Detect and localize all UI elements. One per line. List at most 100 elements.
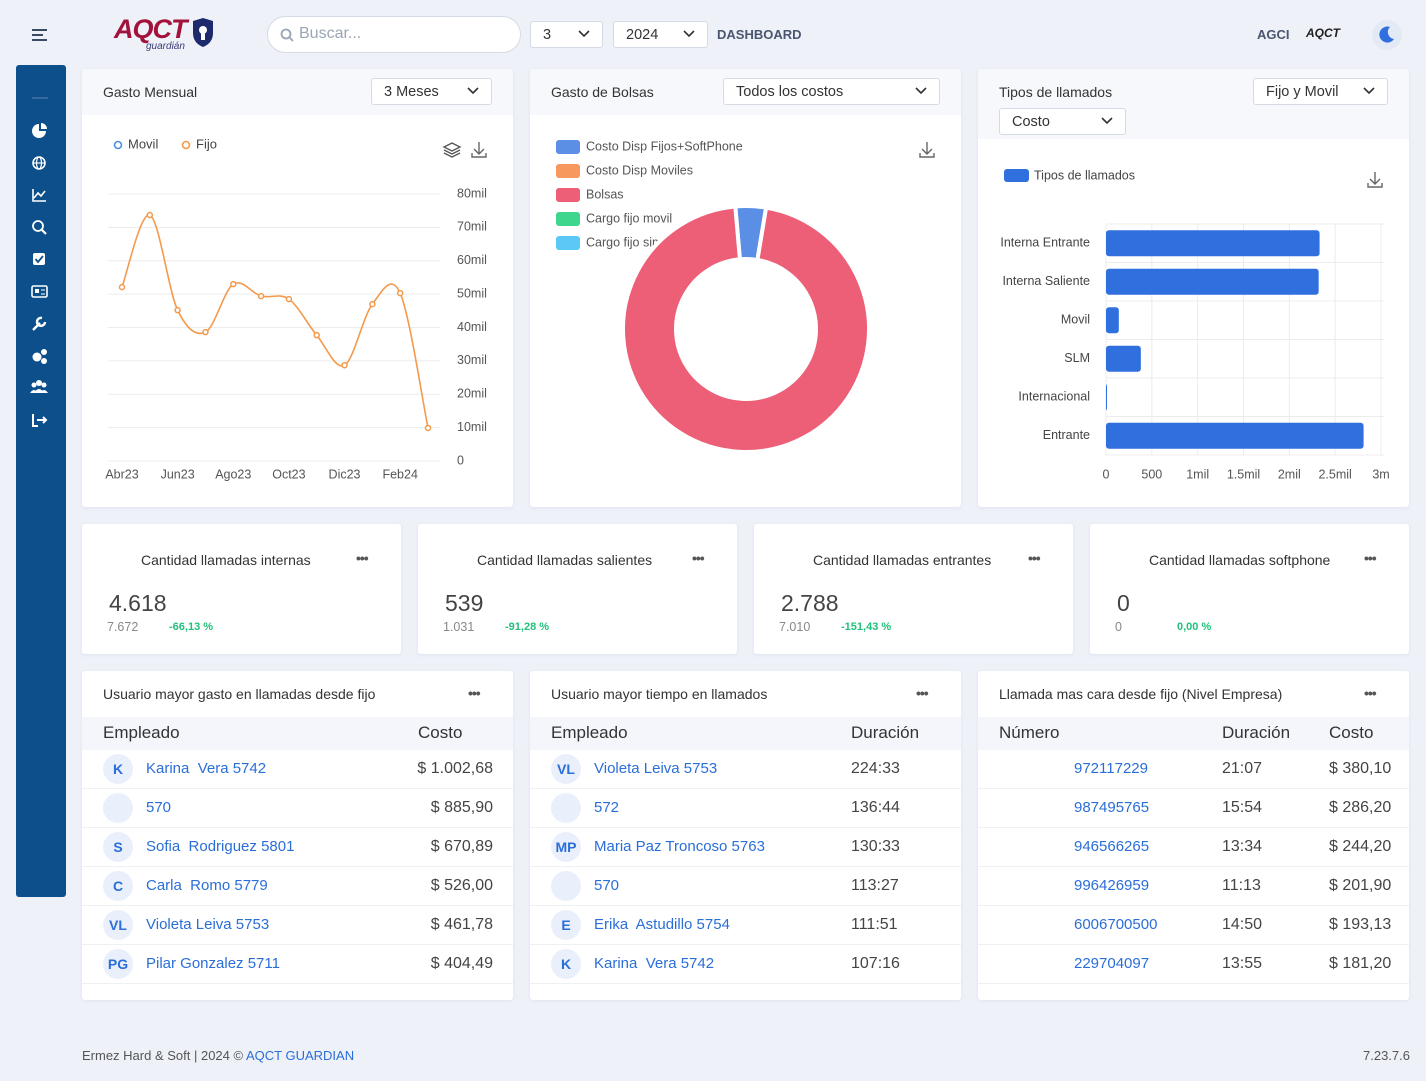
- row-link[interactable]: 6006700500: [1074, 916, 1158, 933]
- row-link[interactable]: Karina Vera 5742: [146, 760, 267, 777]
- row-link[interactable]: Pilar Gonzalez 5711: [146, 955, 280, 972]
- row-link[interactable]: Erika Astudillo 5754: [594, 916, 730, 933]
- cost-select[interactable]: Todos los costos: [723, 78, 940, 105]
- row-link[interactable]: 946566265: [1074, 838, 1150, 855]
- more-button[interactable]: •••: [1028, 550, 1041, 566]
- row-divider: [82, 866, 513, 867]
- month-value: 3: [543, 27, 552, 43]
- y-tick-label: 40mil: [457, 320, 487, 334]
- x-tick-label: 1mil: [1186, 467, 1209, 481]
- legend-swatch: [556, 212, 580, 226]
- download-icon[interactable]: [919, 142, 935, 158]
- row-link[interactable]: 996426959: [1074, 877, 1150, 894]
- more-button[interactable]: •••: [1364, 685, 1377, 701]
- row-link[interactable]: Karina Vera 5742: [594, 955, 715, 972]
- x-tick-label: Abr23: [105, 467, 138, 481]
- row-link[interactable]: 572: [594, 799, 620, 816]
- nav-icon[interactable]: [32, 123, 47, 138]
- row-divider: [978, 905, 1409, 906]
- metric-select[interactable]: Costo: [999, 108, 1126, 135]
- legend-label: Fijo: [196, 136, 217, 151]
- legend-item[interactable]: Cargo fijo movil: [556, 211, 672, 226]
- nav-icon[interactable]: [32, 156, 46, 170]
- row-divider: [978, 944, 1409, 945]
- x-tick-label: Feb24: [382, 467, 417, 481]
- series-line: [121, 214, 429, 429]
- more-button[interactable]: •••: [356, 550, 369, 566]
- kpi-previous: 7.010: [779, 620, 811, 634]
- year-select[interactable]: 2024: [613, 21, 708, 48]
- year-value: 2024: [626, 27, 659, 43]
- legend-item[interactable]: Bolsas: [556, 187, 624, 202]
- more-button[interactable]: •••: [916, 685, 929, 701]
- row-link[interactable]: 570: [146, 799, 172, 816]
- download-icon[interactable]: [1367, 172, 1383, 188]
- nav-icon[interactable]: [32, 316, 47, 331]
- download-icon[interactable]: [471, 142, 487, 158]
- chart-card: Tipos de llamados Fijo y Movil Costo 0 50…: [978, 69, 1409, 507]
- stack-icon[interactable]: [442, 142, 462, 158]
- nav-icon[interactable]: [30, 380, 48, 393]
- table-title: Usuario mayor tiempo en llamados: [551, 686, 768, 702]
- row-divider: [82, 827, 513, 828]
- legend-item[interactable]: Costo Disp Fijos+SoftPhone: [556, 139, 743, 154]
- card-title: Tipos de llamados: [999, 84, 1113, 100]
- row-value: 13:34: [1222, 838, 1263, 855]
- row-divider: [978, 983, 1409, 984]
- row-link[interactable]: Maria Paz Troncoso 5763: [594, 838, 765, 855]
- more-button[interactable]: •••: [1364, 550, 1377, 566]
- row-link[interactable]: 229704097: [1074, 955, 1150, 972]
- data-point: [341, 361, 348, 369]
- row-value: $ 885,90: [430, 799, 493, 816]
- row-divider: [530, 983, 961, 984]
- logo[interactable]: AQCT: [114, 14, 187, 44]
- kpi-card: Cantidad llamadas entrantes ••• 2.788 7.010…: [754, 524, 1073, 654]
- nav-icon[interactable]: [33, 253, 45, 265]
- nav-icon[interactable]: [32, 189, 46, 202]
- category-label: Interna Entrante: [1000, 236, 1090, 250]
- footer-link[interactable]: AQCT GUARDIAN: [245, 1048, 355, 1063]
- more-button[interactable]: •••: [468, 685, 481, 701]
- legend-item[interactable]: Costo Disp Moviles: [556, 163, 693, 178]
- month-select[interactable]: 3: [530, 21, 603, 48]
- search-box[interactable]: Buscar...: [267, 16, 521, 53]
- theme-toggle[interactable]: [1372, 20, 1402, 50]
- avatar: MP: [551, 832, 581, 862]
- row-link[interactable]: Carla Romo 5779: [146, 877, 268, 894]
- line-type-select[interactable]: Fijo y Movil: [1253, 78, 1388, 105]
- row-link[interactable]: 987495765: [1074, 799, 1150, 816]
- table-title: Llamada mas cara desde fijo (Nivel Empre…: [999, 686, 1283, 702]
- y-tick-label: 10mil: [457, 420, 487, 434]
- table-card: Llamada mas cara desde fijo (Nivel Empre…: [978, 671, 1409, 1000]
- y-tick-label: 0: [457, 453, 464, 467]
- nav-icon[interactable]: [32, 414, 48, 427]
- nav-icon[interactable]: [31, 285, 48, 298]
- row-link[interactable]: Violeta Leiva 5753: [594, 760, 718, 777]
- menu-button[interactable]: [30, 27, 50, 43]
- x-tick-label: 2mil: [1278, 467, 1301, 481]
- nav-link[interactable]: DASHBOARD: [717, 27, 802, 42]
- data-point: [257, 292, 265, 300]
- x-tick-label: Oct23: [272, 467, 305, 481]
- nav-icon[interactable]: [32, 220, 47, 235]
- legend-swatch: [556, 236, 580, 250]
- row-value: $ 404,49: [430, 955, 493, 972]
- row-link[interactable]: 570: [594, 877, 620, 894]
- row-link[interactable]: Violeta Leiva 5753: [146, 916, 270, 933]
- legend-item[interactable]: Cargo fijo sim: [556, 235, 662, 250]
- row-value: $ 181,20: [1329, 955, 1392, 972]
- avatar: [551, 793, 581, 823]
- more-button[interactable]: •••: [692, 550, 705, 566]
- legend-label: Costo Disp Fijos+SoftPhone: [586, 139, 743, 153]
- row-divider: [530, 905, 961, 906]
- x-tick-label: 1.5mil: [1227, 467, 1260, 481]
- row-value: $ 201,90: [1329, 877, 1392, 894]
- bar: [1106, 345, 1141, 372]
- avatar: [103, 793, 133, 823]
- row-link[interactable]: Sofia Rodriguez 5801: [146, 838, 295, 855]
- data-point: [146, 211, 154, 219]
- row-link[interactable]: 972117229: [1074, 760, 1148, 777]
- nav-icon[interactable]: [32, 349, 48, 364]
- period-select[interactable]: 3 Meses: [371, 78, 492, 105]
- user-name[interactable]: AGCI: [1257, 27, 1290, 42]
